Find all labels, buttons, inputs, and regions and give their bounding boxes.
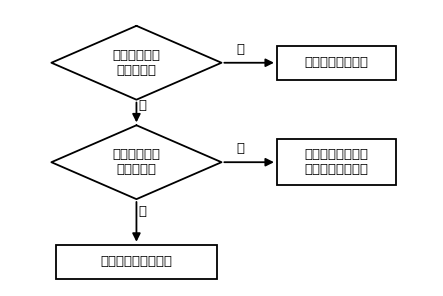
Text: 压力值高于预
设高压力值: 压力值高于预 设高压力值: [113, 148, 160, 176]
Text: 启动电源驱动单元: 启动电源驱动单元: [304, 56, 368, 69]
Bar: [56, 244, 217, 279]
Text: 否: 否: [139, 205, 147, 218]
Text: 启动电源驱动单元
和发动机驱动单元: 启动电源驱动单元 和发动机驱动单元: [304, 148, 368, 176]
Text: 否: 否: [139, 99, 147, 112]
Bar: [277, 139, 396, 185]
Text: 压力值低于预
设低压力值: 压力值低于预 设低压力值: [113, 49, 160, 77]
Text: 是: 是: [237, 142, 245, 155]
Text: 是: 是: [237, 43, 245, 56]
Text: 启动发动机驱动单元: 启动发动机驱动单元: [101, 255, 172, 268]
Bar: [277, 46, 396, 80]
